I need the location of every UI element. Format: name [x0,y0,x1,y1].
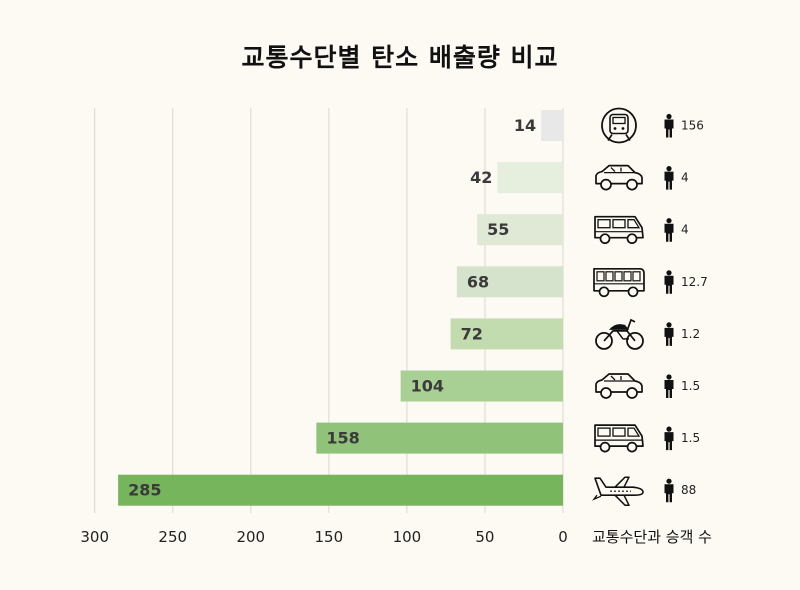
bar [316,422,563,454]
bar-value-label: 285 [128,481,161,500]
x-tick-label: 250 [158,528,187,546]
bar-value-label: 14 [514,116,536,135]
person-icon [664,426,674,451]
bar-value-label: 158 [326,429,359,448]
x-tick-label: 200 [236,528,265,546]
bar [497,162,563,194]
x-tick-label: 50 [475,528,494,546]
person-icon [664,218,674,242]
person-icon [664,270,674,294]
motorcycle-icon [595,318,644,350]
axis-label: 교통수단과 승객 수 [592,528,712,546]
bar [477,214,563,246]
x-tick-label: 100 [393,528,422,546]
person-icon [664,166,674,190]
person-icon [664,113,674,138]
passenger-count: 88 [681,483,696,497]
bar-value-label: 42 [470,168,492,187]
car-icon [595,164,643,191]
bar-value-label: 72 [461,324,483,343]
person-icon [664,322,674,346]
passenger-count: 1.5 [681,379,700,393]
train-icon [601,107,637,144]
bar [400,370,563,402]
person-icon [664,478,674,503]
person-icon [664,374,674,398]
bar [450,318,563,350]
passenger-count: 12.7 [681,275,708,289]
x-tick-label: 300 [80,528,109,546]
bus-icon [593,267,645,298]
airplane-icon [592,476,644,506]
bar [541,110,563,141]
bar-value-label: 68 [467,272,489,291]
van-icon [594,424,644,453]
bar-value-label: 104 [411,377,444,396]
bar [118,474,564,506]
bar-value-label: 55 [487,220,509,239]
passenger-count: 4 [681,223,689,237]
passenger-count: 1.5 [681,431,700,445]
chart-title: 교통수단별 탄소 배출량 비교 [241,43,559,72]
passenger-count: 4 [681,171,689,185]
x-tick-label: 0 [558,528,568,546]
car-icon [595,373,643,399]
bar [456,266,563,298]
van-icon [594,215,644,245]
passenger-count: 156 [681,119,704,133]
x-tick-label: 150 [315,528,344,546]
passenger-count: 1.2 [681,327,700,341]
